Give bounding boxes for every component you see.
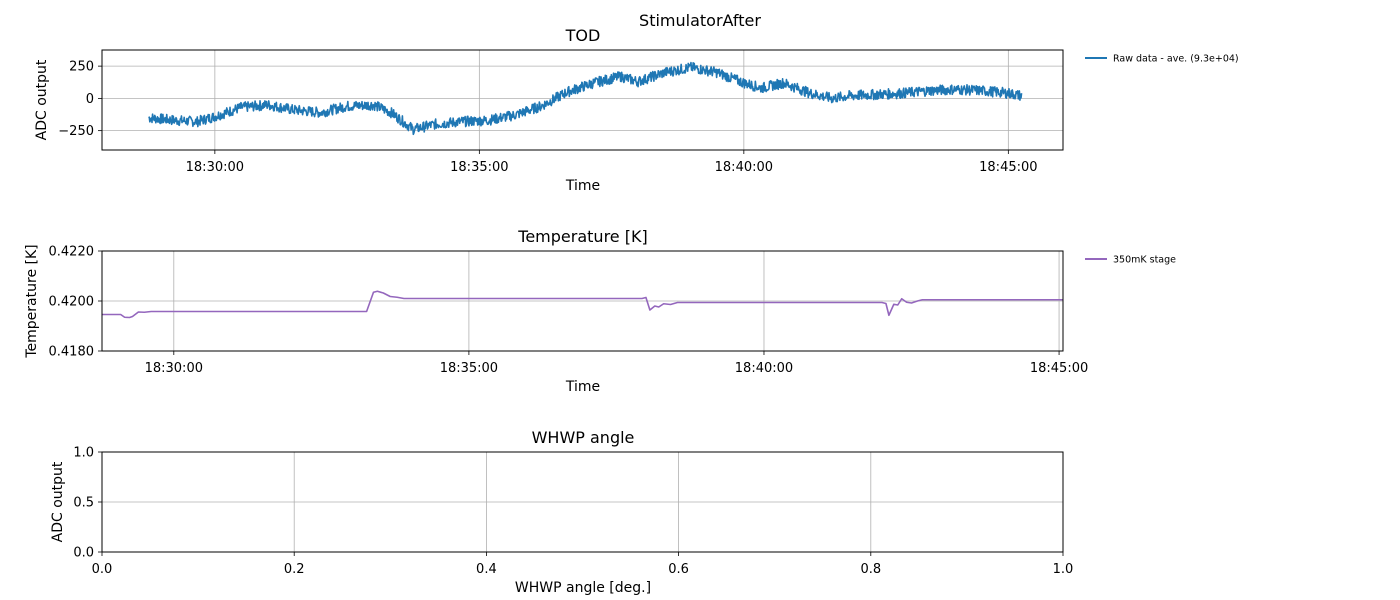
- tod-y-tick-label: −250: [58, 124, 94, 139]
- whwp-y-ticks: 0.0 0.5 1.0: [73, 446, 102, 561]
- tod-y-ticks: −250 0 250: [58, 60, 102, 139]
- tod-legend-label: Raw data - ave. (9.3e+04): [1113, 54, 1239, 65]
- temperature-series: [102, 290, 1063, 319]
- temperature-y-tick-label: 0.4200: [49, 295, 95, 310]
- tod-x-ticks: 18:30:00 18:35:00 18:40:00 18:45:00: [186, 150, 1038, 175]
- temperature-x-tick-label: 18:35:00: [440, 361, 498, 376]
- temperature-legend-label: 350mK stage: [1113, 255, 1176, 266]
- whwp-x-tick-label: 0.0: [92, 562, 113, 577]
- tod-series-line: [148, 61, 1023, 136]
- whwp-x-tick-label: 0.2: [284, 562, 305, 577]
- temperature-xlabel: Time: [565, 379, 600, 395]
- temperature-x-tick-label: 18:40:00: [735, 361, 793, 376]
- whwp-ylabel: ADC output: [50, 461, 66, 542]
- tod-x-tick-label: 18:40:00: [715, 160, 773, 175]
- tod-y-tick-label: 0: [86, 92, 94, 107]
- temperature-y-ticks: 0.4180 0.4200 0.4220: [49, 245, 102, 360]
- whwp-x-tick-label: 0.6: [668, 562, 689, 577]
- whwp-y-tick-label: 1.0: [73, 446, 94, 461]
- temperature-title: Temperature [K]: [517, 227, 647, 246]
- temperature-ylabel: Temperature [K]: [24, 244, 40, 358]
- tod-ylabel: ADC output: [34, 59, 50, 140]
- temperature-x-ticks: 18:30:00 18:35:00 18:40:00 18:45:00: [145, 351, 1088, 376]
- tod-panel: TOD 18:30:00 18:35:00 18:40:00 18:45:00 −25…: [34, 26, 1239, 194]
- tod-y-tick-label: 250: [69, 60, 94, 75]
- whwp-y-tick-label: 0.5: [73, 496, 94, 511]
- figure-suptitle: StimulatorAfter: [639, 11, 761, 30]
- whwp-xlabel: WHWP angle [deg.]: [515, 580, 651, 596]
- whwp-x-tick-label: 0.8: [860, 562, 881, 577]
- tod-axes-frame: [101, 49, 1064, 151]
- whwp-panel: WHWP angle 0.0 0.2 0.4 0.6 0.8 1.0 0.00.51.0 …: [50, 428, 1073, 596]
- temperature-x-tick-label: 18:45:00: [1030, 361, 1088, 376]
- whwp-title: WHWP angle: [532, 428, 635, 447]
- temperature-y-tick-label: 0.4180: [49, 345, 95, 360]
- whwp-y-tick-label: 0.0: [73, 546, 94, 561]
- temperature-legend: 350mK stage: [1085, 255, 1176, 266]
- tod-series: [148, 61, 1023, 136]
- tod-legend: Raw data - ave. (9.3e+04): [1085, 54, 1239, 65]
- tod-xlabel: Time: [565, 178, 600, 194]
- tod-x-tick-label: 18:35:00: [450, 160, 508, 175]
- tod-x-tick-label: 18:45:00: [979, 160, 1037, 175]
- temperature-x-tick-label: 18:30:00: [145, 361, 203, 376]
- tod-title: TOD: [565, 26, 601, 45]
- whwp-x-tick-label: 1.0: [1053, 562, 1074, 577]
- tod-x-tick-label: 18:30:00: [186, 160, 244, 175]
- whwp-x-tick-label: 0.4: [476, 562, 497, 577]
- temperature-panel: Temperature [K] 18:30:00 18:35:00 18:40:00…: [24, 227, 1176, 395]
- temperature-y-tick-label: 0.4220: [49, 245, 95, 260]
- tod-grid: [102, 50, 1063, 150]
- temperature-series-line: [102, 290, 1063, 319]
- whwp-x-ticks: 0.0 0.2 0.4 0.6 0.8 1.0: [92, 552, 1074, 577]
